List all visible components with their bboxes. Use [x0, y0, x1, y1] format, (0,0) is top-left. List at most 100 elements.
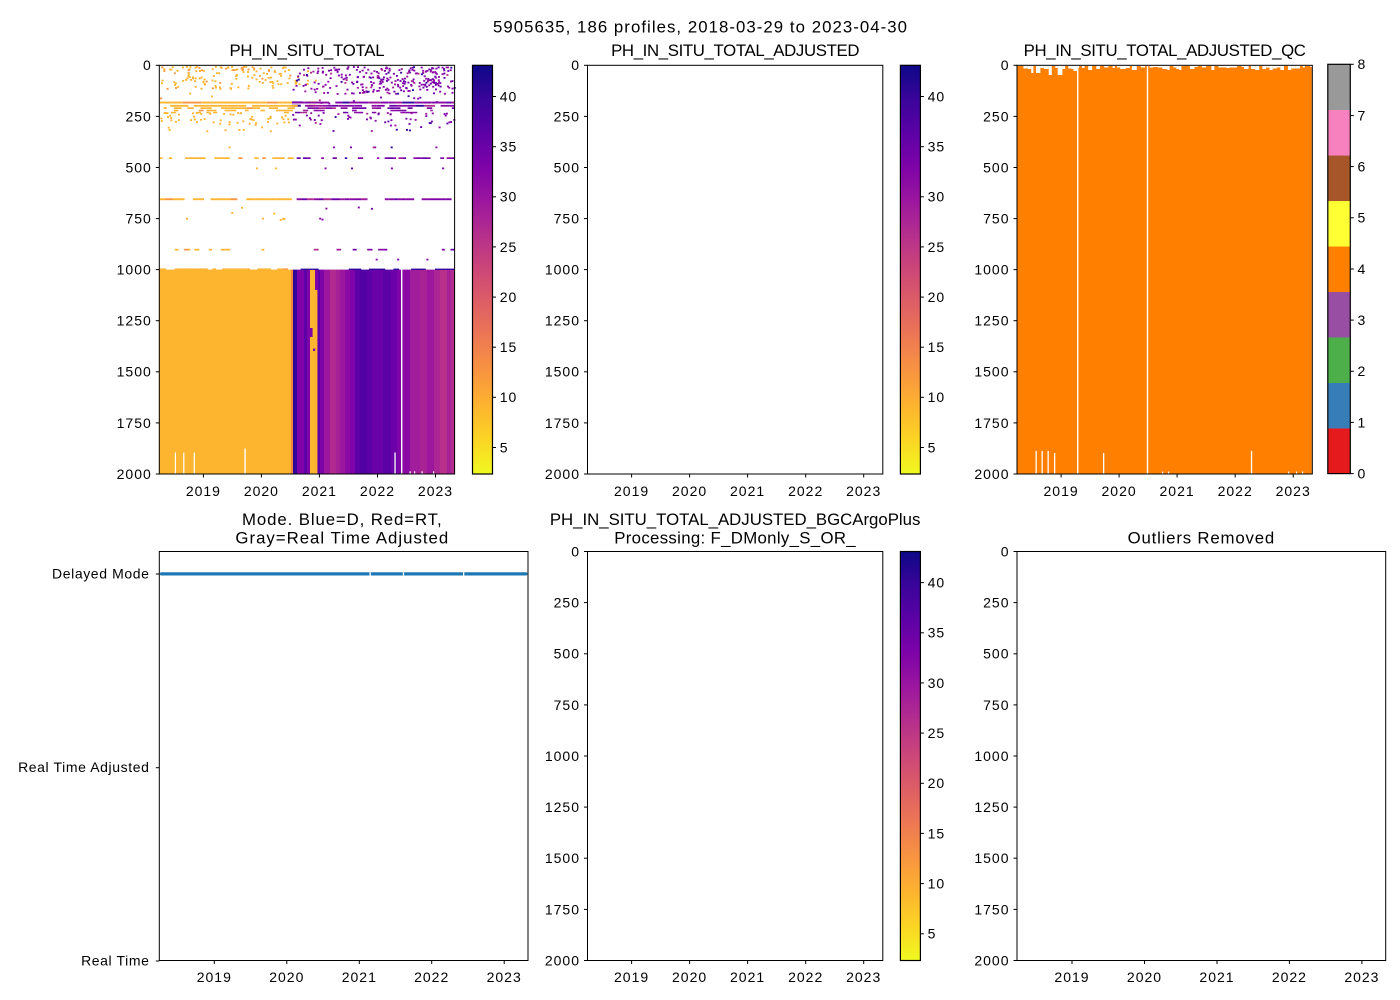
svg-text:0: 0: [1001, 57, 1010, 73]
svg-text:750: 750: [983, 697, 1009, 713]
svg-text:500: 500: [983, 646, 1009, 662]
svg-text:750: 750: [983, 211, 1009, 227]
svg-text:0: 0: [571, 543, 580, 559]
svg-text:30: 30: [928, 675, 946, 691]
svg-text:8: 8: [1358, 56, 1367, 72]
svg-text:0: 0: [1001, 543, 1010, 559]
svg-text:20: 20: [500, 289, 518, 305]
svg-text:750: 750: [125, 211, 151, 227]
svg-text:2019: 2019: [197, 969, 232, 985]
svg-text:1000: 1000: [974, 748, 1009, 764]
svg-text:2019: 2019: [1054, 969, 1089, 985]
svg-text:15: 15: [928, 339, 946, 355]
svg-text:2021: 2021: [730, 969, 765, 985]
svg-text:40: 40: [928, 575, 946, 591]
svg-text:2000: 2000: [974, 952, 1009, 968]
svg-text:1750: 1750: [545, 415, 580, 431]
svg-text:1500: 1500: [545, 364, 580, 380]
svg-text:1250: 1250: [545, 799, 580, 815]
svg-text:1: 1: [1358, 414, 1367, 430]
svg-text:2020: 2020: [1127, 969, 1162, 985]
svg-text:0: 0: [571, 57, 580, 73]
svg-text:10: 10: [928, 389, 946, 405]
svg-text:5: 5: [928, 926, 937, 942]
svg-text:1500: 1500: [545, 850, 580, 866]
svg-text:5: 5: [928, 439, 937, 455]
svg-text:Gray=Real Time Adjusted: Gray=Real Time Adjusted: [235, 528, 449, 547]
svg-text:2020: 2020: [1102, 483, 1137, 499]
svg-text:20: 20: [928, 289, 946, 305]
svg-text:1000: 1000: [117, 262, 152, 278]
svg-text:35: 35: [928, 139, 946, 155]
svg-text:2022: 2022: [360, 483, 395, 499]
svg-text:2: 2: [1358, 363, 1367, 379]
svg-text:2019: 2019: [614, 969, 649, 985]
svg-text:1750: 1750: [545, 901, 580, 917]
svg-text:500: 500: [554, 646, 580, 662]
svg-text:Mode. Blue=D, Red=RT,: Mode. Blue=D, Red=RT,: [242, 510, 443, 529]
svg-text:2023: 2023: [418, 483, 453, 499]
svg-text:2022: 2022: [788, 483, 823, 499]
svg-text:1250: 1250: [117, 313, 152, 329]
svg-text:250: 250: [125, 108, 151, 124]
svg-text:0: 0: [1358, 466, 1367, 482]
svg-text:2021: 2021: [1199, 969, 1234, 985]
svg-text:2000: 2000: [545, 952, 580, 968]
svg-text:1000: 1000: [545, 748, 580, 764]
svg-text:750: 750: [554, 697, 580, 713]
svg-text:2019: 2019: [614, 483, 649, 499]
svg-text:2022: 2022: [1272, 969, 1307, 985]
svg-text:7: 7: [1358, 107, 1367, 123]
svg-text:2023: 2023: [1344, 969, 1379, 985]
svg-text:1250: 1250: [974, 799, 1009, 815]
svg-text:10: 10: [500, 389, 518, 405]
svg-text:2023: 2023: [487, 969, 522, 985]
svg-text:PH_IN_SITU_TOTAL_ADJUSTED_BGCA: PH_IN_SITU_TOTAL_ADJUSTED_BGCArgoPlus: [550, 510, 921, 529]
svg-text:3: 3: [1358, 312, 1367, 328]
svg-text:Outliers Removed: Outliers Removed: [1128, 528, 1275, 547]
svg-text:1750: 1750: [974, 415, 1009, 431]
svg-text:5905635, 186 profiles, 2018-03: 5905635, 186 profiles, 2018-03-29 to 202…: [493, 17, 908, 36]
svg-text:40: 40: [500, 88, 518, 104]
svg-text:500: 500: [983, 159, 1009, 175]
svg-text:2022: 2022: [414, 969, 449, 985]
svg-text:30: 30: [928, 189, 946, 205]
svg-text:750: 750: [554, 211, 580, 227]
svg-text:2023: 2023: [846, 969, 881, 985]
svg-text:1750: 1750: [974, 901, 1009, 917]
svg-text:2021: 2021: [342, 969, 377, 985]
svg-text:0: 0: [143, 57, 152, 73]
svg-text:500: 500: [125, 159, 151, 175]
svg-text:10: 10: [928, 876, 946, 892]
svg-text:1500: 1500: [117, 364, 152, 380]
svg-text:Real Time Adjusted: Real Time Adjusted: [18, 759, 149, 775]
svg-text:20: 20: [928, 775, 946, 791]
svg-text:Processing: F_DMonly_S_OR_: Processing: F_DMonly_S_OR_: [614, 528, 856, 547]
svg-text:2000: 2000: [974, 466, 1009, 482]
svg-text:2020: 2020: [672, 969, 707, 985]
svg-text:2019: 2019: [186, 483, 221, 499]
svg-text:PH_IN_SITU_TOTAL_ADJUSTED: PH_IN_SITU_TOTAL_ADJUSTED: [611, 41, 859, 60]
svg-text:2022: 2022: [1218, 483, 1253, 499]
svg-text:2019: 2019: [1044, 483, 1079, 499]
svg-text:1750: 1750: [117, 415, 152, 431]
svg-text:30: 30: [500, 189, 518, 205]
svg-text:250: 250: [983, 108, 1009, 124]
svg-text:1250: 1250: [545, 313, 580, 329]
svg-text:1500: 1500: [974, 364, 1009, 380]
svg-text:25: 25: [928, 725, 946, 741]
svg-text:250: 250: [554, 108, 580, 124]
svg-text:PH_IN_SITU_TOTAL: PH_IN_SITU_TOTAL: [229, 41, 384, 60]
svg-text:2022: 2022: [788, 969, 823, 985]
svg-text:1000: 1000: [545, 262, 580, 278]
svg-text:1000: 1000: [974, 262, 1009, 278]
svg-text:2020: 2020: [269, 969, 304, 985]
svg-text:5: 5: [1358, 210, 1367, 226]
svg-text:2023: 2023: [846, 483, 881, 499]
svg-text:40: 40: [928, 88, 946, 104]
svg-text:2000: 2000: [545, 466, 580, 482]
svg-text:15: 15: [500, 339, 518, 355]
svg-text:35: 35: [928, 625, 946, 641]
svg-text:2020: 2020: [672, 483, 707, 499]
svg-text:15: 15: [928, 825, 946, 841]
